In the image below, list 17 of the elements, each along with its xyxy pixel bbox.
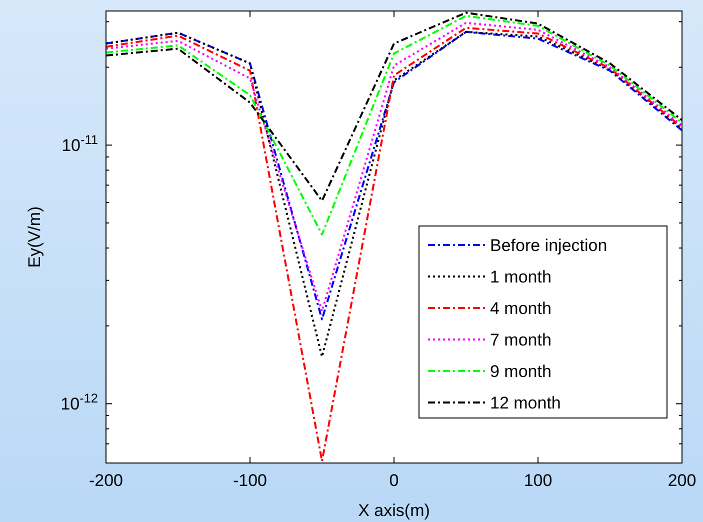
x-tick-label: -200 bbox=[88, 471, 124, 490]
x-tick-label: 100 bbox=[524, 471, 552, 490]
y-axis-title: Ey(V/m) bbox=[25, 206, 44, 268]
legend-label: Before injection bbox=[490, 236, 608, 255]
y-tick-label: 10$^{-12}$ bbox=[60, 390, 98, 414]
x-tick-label: -100 bbox=[232, 471, 268, 490]
legend-label: 7 month bbox=[490, 330, 552, 350]
legend-label: 9 month bbox=[490, 362, 552, 381]
x-tick-label: 0 bbox=[389, 471, 399, 490]
x-tick-label: 200 bbox=[668, 471, 696, 490]
legend-label: 1 month bbox=[490, 268, 552, 286]
x-axis-title: X axis(m) bbox=[358, 501, 430, 520]
line-series bbox=[106, 14, 682, 236]
legend-label: 12 month bbox=[490, 394, 561, 412]
line-series bbox=[106, 26, 682, 462]
legend-label: 4 month bbox=[490, 299, 552, 318]
y-tick-label: 10$^{-11}$ bbox=[62, 132, 98, 156]
